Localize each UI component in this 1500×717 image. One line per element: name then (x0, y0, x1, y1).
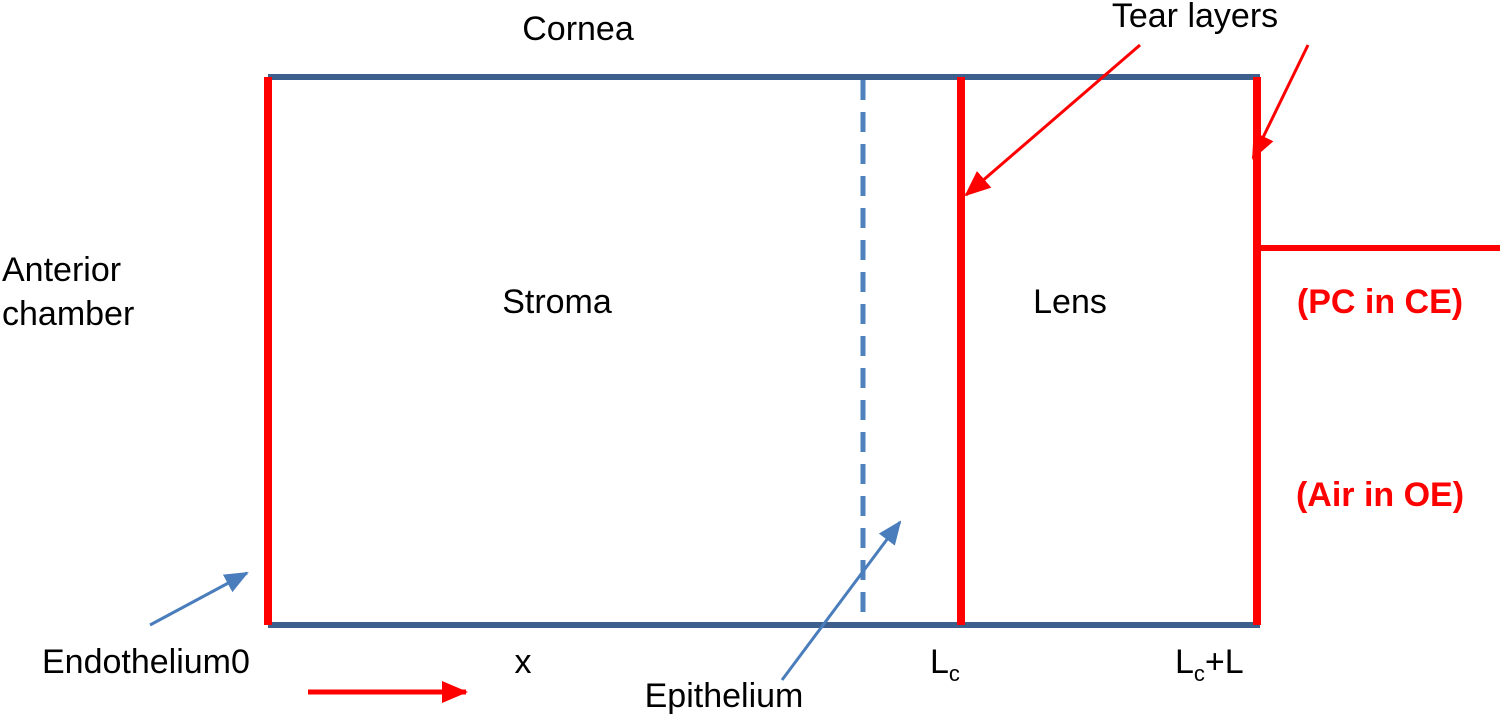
tear-layers-label: Tear layers (1112, 0, 1278, 35)
lc-subscript: c (949, 661, 960, 686)
pc-in-ce-label: (PC in CE) (1297, 283, 1463, 321)
lcl-label: Lc+L (1175, 643, 1244, 686)
epithelium-arrow (780, 520, 902, 681)
lens-label: Lens (1033, 283, 1107, 321)
lcl-main: L (1175, 643, 1194, 681)
anterior-chamber-label-line1: Anterior (2, 251, 121, 289)
endothelium-text: Endothelium (42, 643, 231, 681)
x-axis-label: x (515, 643, 532, 681)
stroma-label: Stroma (502, 283, 612, 321)
tear-layer-arrow-lcl (1251, 44, 1310, 160)
tear-layer-arrow-lc (964, 43, 1141, 197)
cornea-label: Cornea (522, 10, 634, 48)
endothelium-label: Endothelium0 (42, 643, 250, 681)
anterior-chamber-label-line2: chamber (2, 295, 134, 333)
lc-main: L (930, 643, 949, 681)
lc-label: Lc (930, 643, 960, 686)
lcl-suffix: +L (1205, 643, 1244, 681)
air-in-oe-label: (Air in OE) (1296, 476, 1464, 514)
origin-zero-label: 0 (231, 643, 250, 681)
lcl-subscript: c (1194, 661, 1205, 686)
endothelium-arrow (149, 571, 249, 627)
epithelium-label: Epithelium (645, 677, 804, 715)
